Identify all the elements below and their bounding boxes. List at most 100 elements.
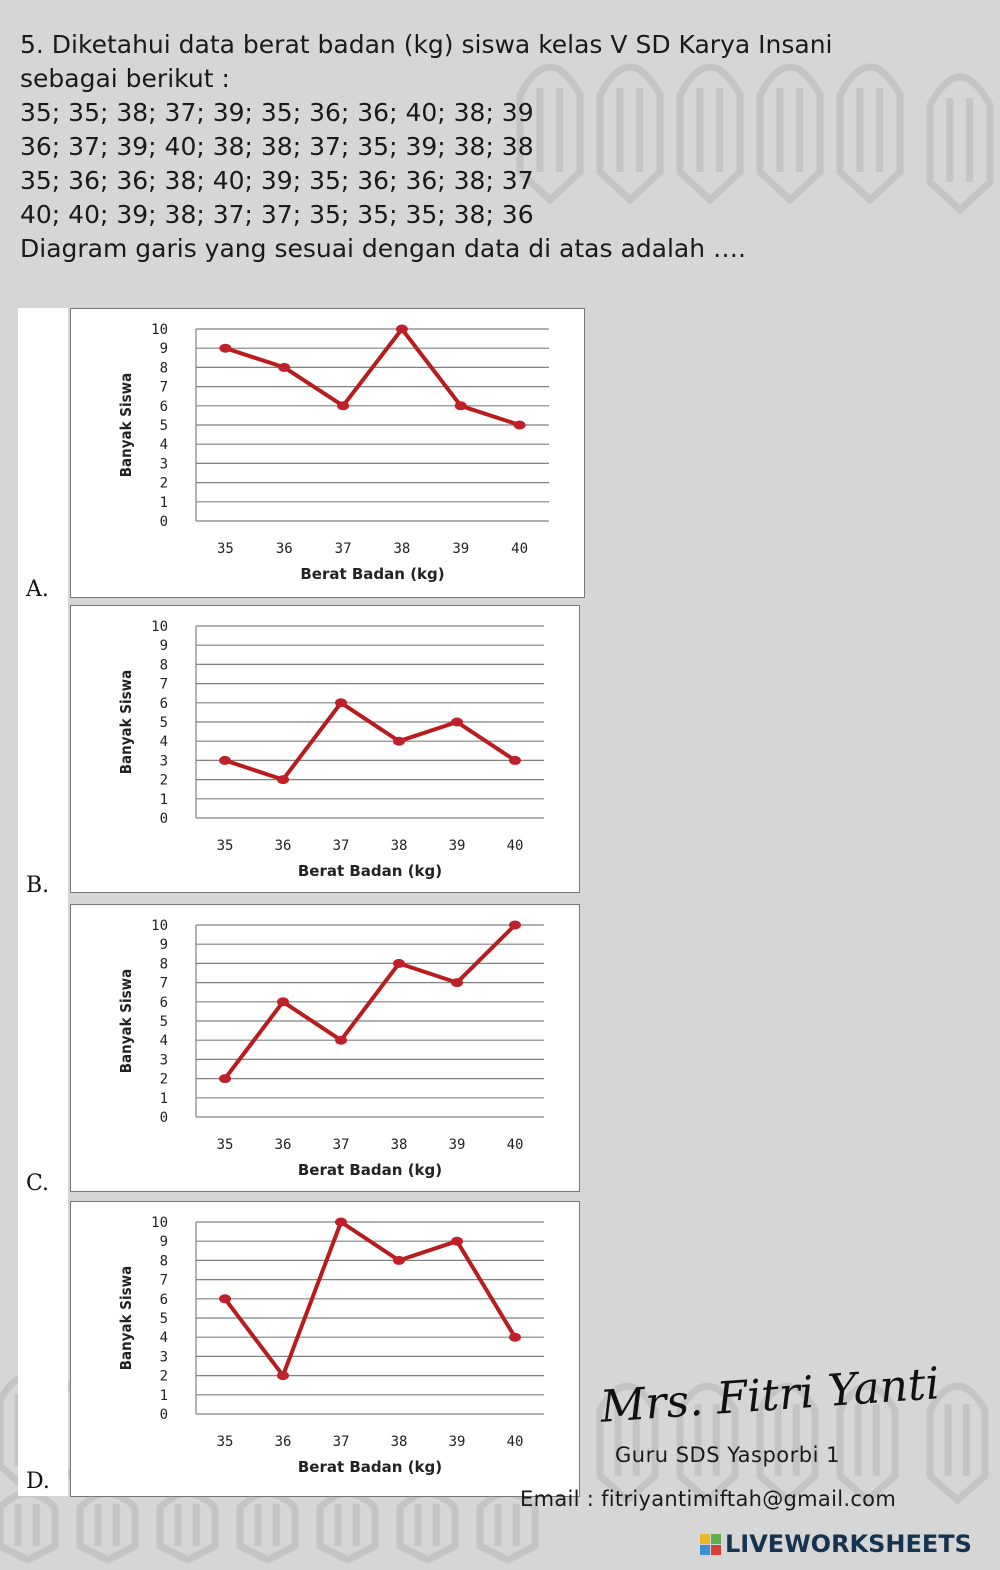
y-tick-label: 0	[160, 1407, 168, 1423]
x-tick-label: 39	[449, 1137, 466, 1153]
y-tick-label: 4	[160, 1330, 168, 1346]
x-tick-label: 36	[275, 838, 292, 854]
data-point	[509, 755, 521, 765]
x-tick-label: 35	[217, 541, 234, 557]
question-line: sebagai berikut :	[20, 64, 230, 93]
liveworksheets-logo-icon	[700, 1533, 721, 1555]
y-tick-label: 2	[160, 476, 168, 492]
y-tick-label: 1	[160, 495, 168, 511]
pencil-decoration	[396, 1490, 459, 1564]
data-point	[219, 755, 231, 765]
y-tick-label: 10	[151, 918, 168, 934]
y-tick-label: 2	[160, 773, 168, 789]
x-tick-label: 39	[449, 838, 466, 854]
pencil-decoration	[76, 1490, 139, 1564]
question-line: 36; 37; 39; 40; 38; 38; 37; 35; 39; 38; …	[20, 132, 534, 161]
y-tick-label: 1	[160, 1388, 168, 1404]
y-tick-label: 6	[160, 399, 168, 415]
x-tick-label: 37	[333, 838, 350, 854]
chart-panel-d: 0 1 2 3 4 5 6 7 8 9 10 35 36 37 38 39 40 Berat Badan (kg)…	[70, 1201, 580, 1497]
question-line: 35; 36; 36; 38; 40; 39; 35; 36; 36; 38; …	[20, 166, 534, 195]
question-line: Diagram garis yang sesuai dengan data di…	[20, 234, 746, 263]
y-tick-label: 4	[160, 437, 168, 453]
series-line	[223, 1220, 517, 1378]
teacher-signature: Mrs. Fitri Yanti	[598, 1358, 942, 1433]
y-tick-label: 4	[160, 1033, 168, 1049]
x-tick-label: 38	[391, 1137, 408, 1153]
data-point	[393, 1255, 405, 1265]
y-tick-label: 8	[160, 657, 168, 673]
data-point	[219, 1294, 231, 1304]
y-tick-label: 2	[160, 1072, 168, 1088]
option-a-label[interactable]: A.	[26, 577, 49, 602]
data-point	[277, 997, 289, 1007]
data-point	[335, 1217, 347, 1227]
data-point	[393, 736, 405, 746]
x-tick-label: 36	[276, 541, 293, 557]
pencil-decoration	[316, 1490, 379, 1564]
x-tick-label: 35	[217, 838, 234, 854]
x-tick-label: 37	[333, 1434, 350, 1450]
data-point	[337, 401, 350, 411]
data-point	[335, 1035, 347, 1045]
data-point	[395, 324, 408, 334]
y-tick-label: 7	[160, 677, 168, 693]
y-tick-label: 8	[160, 1253, 168, 1269]
data-point	[335, 698, 347, 708]
question-line: 40; 40; 39; 38; 37; 37; 35; 35; 35; 38; …	[20, 200, 534, 229]
option-d-label[interactable]: D.	[26, 1469, 50, 1494]
y-axis-title: Banyak Siswa	[117, 373, 135, 478]
y-tick-label: 0	[160, 811, 168, 827]
chart-panel-c: 0 1 2 3 4 5 6 7 8 9 10 35 36 37 38 39 40 Berat Badan (kg)…	[70, 904, 580, 1192]
x-tick-label: 38	[391, 1434, 408, 1450]
y-tick-label: 10	[151, 322, 168, 338]
data-point	[219, 1074, 231, 1084]
y-tick-label: 7	[160, 1273, 168, 1289]
y-tick-label: 7	[160, 380, 168, 396]
data-point	[454, 401, 467, 411]
y-tick-label: 6	[160, 1292, 168, 1308]
data-point	[277, 1371, 289, 1381]
line-chart-c: 0 1 2 3 4 5 6 7 8 9 10 35 36 37 38 39 40 Berat Badan (kg)…	[117, 918, 544, 1179]
x-tick-label: 35	[217, 1137, 234, 1153]
y-tick-label: 6	[160, 696, 168, 712]
line-chart-b: 0 1 2 3 4 5 6 7 8 9 10 35 36 37 38 39 40 Berat Badan (kg)…	[117, 619, 544, 880]
series-line	[223, 923, 517, 1080]
y-tick-label: 6	[160, 995, 168, 1011]
x-tick-label: 37	[333, 1137, 350, 1153]
y-tick-label: 3	[160, 1349, 168, 1365]
y-tick-label: 0	[160, 514, 168, 530]
y-tick-label: 8	[160, 956, 168, 972]
option-c-label[interactable]: C.	[26, 1171, 50, 1196]
y-tick-label: 9	[160, 638, 168, 654]
y-axis-title: Banyak Siswa	[117, 969, 135, 1074]
data-point	[451, 1236, 463, 1246]
y-tick-label: 10	[151, 619, 168, 635]
x-tick-label: 39	[449, 1434, 466, 1450]
y-axis-title: Banyak Siswa	[117, 1266, 135, 1371]
y-tick-label: 0	[160, 1110, 168, 1126]
data-point	[393, 958, 405, 968]
data-point	[451, 978, 463, 988]
option-column-background	[18, 308, 68, 1496]
x-axis-title: Berat Badan (kg)	[298, 862, 442, 880]
teacher-email: Email : fitriyantimiftah@gmail.com	[520, 1487, 897, 1511]
y-tick-label: 1	[160, 792, 168, 808]
y-tick-label: 3	[160, 1052, 168, 1068]
option-b-label[interactable]: B.	[26, 873, 50, 898]
data-point	[219, 343, 232, 353]
data-point	[278, 362, 291, 372]
x-tick-label: 38	[393, 541, 410, 557]
line-chart-a: 0 1 2 3 4 5 6 7 8 9 10 35 36 37 38 39 40 Berat Badan (kg)…	[117, 322, 549, 583]
y-tick-label: 1	[160, 1091, 168, 1107]
line-chart-d: 0 1 2 3 4 5 6 7 8 9 10 35 36 37 38 39 40 Berat Badan (kg)…	[117, 1215, 544, 1476]
data-point	[451, 717, 463, 727]
x-tick-label: 37	[335, 541, 352, 557]
y-tick-label: 7	[160, 976, 168, 992]
series-line	[224, 327, 521, 427]
pencil-decoration	[156, 1490, 219, 1564]
x-tick-label: 40	[507, 1434, 524, 1450]
y-tick-label: 10	[151, 1215, 168, 1231]
x-tick-label: 40	[507, 1137, 524, 1153]
data-point	[509, 1332, 521, 1342]
